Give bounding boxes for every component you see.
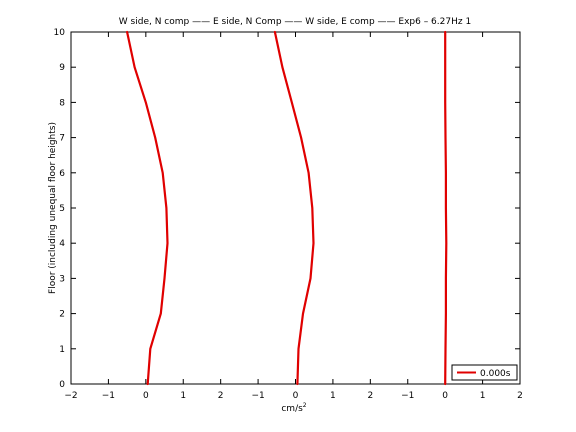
legend: 0.000s — [451, 364, 518, 381]
x-tick-label: 1 — [330, 391, 336, 401]
plot-area — [70, 31, 521, 385]
y-axis-ticks: 0 1 2 3 4 5 6 7 8 9 10 — [54, 28, 520, 390]
series-line-1 — [125, 30, 169, 386]
x-tick-label: 1 — [480, 391, 486, 401]
x-axis-ticks: −2 −1 0 1 2 −1 0 1 2 −1 0 1 2 — [64, 32, 523, 401]
y-tick-label: 6 — [59, 169, 65, 179]
series-line-3 — [444, 30, 448, 386]
y-tick-label: 4 — [59, 239, 65, 249]
x-tick-label: −1 — [401, 391, 414, 401]
x-tick-label: 1 — [180, 391, 186, 401]
x-tick-label: 0 — [293, 391, 299, 401]
series-line-2 — [273, 30, 315, 386]
y-tick-label: 9 — [59, 63, 65, 73]
y-tick-label: 0 — [59, 380, 65, 390]
x-axis-label: cm/s2 — [281, 402, 306, 414]
x-tick-label: 0 — [143, 391, 149, 401]
x-axis-label-superscript: 2 — [303, 402, 307, 409]
series-layer — [125, 30, 448, 386]
x-tick-label: 2 — [517, 391, 523, 401]
y-tick-label: 2 — [59, 310, 65, 320]
y-tick-label: 7 — [59, 134, 65, 144]
x-tick-label: −1 — [251, 391, 264, 401]
chart-title: W side, N comp —— E side, N Comp —— W si… — [119, 17, 471, 27]
x-tick-label: 2 — [367, 391, 373, 401]
y-tick-label: 8 — [59, 98, 65, 108]
x-tick-label: −2 — [64, 391, 77, 401]
y-tick-label: 10 — [54, 28, 66, 38]
y-tick-label: 1 — [59, 345, 65, 355]
x-axis-label-text: cm/s — [281, 404, 303, 414]
y-tick-label: 5 — [59, 204, 65, 214]
x-tick-label: −1 — [102, 391, 115, 401]
y-tick-label: 3 — [59, 274, 65, 284]
x-tick-label: 2 — [218, 391, 224, 401]
x-tick-label: 0 — [442, 391, 448, 401]
legend-box — [451, 364, 518, 381]
y-axis-label: Floor (including unequal floor heights) — [48, 122, 58, 294]
legend-entry-0: 0.000s — [480, 369, 511, 379]
